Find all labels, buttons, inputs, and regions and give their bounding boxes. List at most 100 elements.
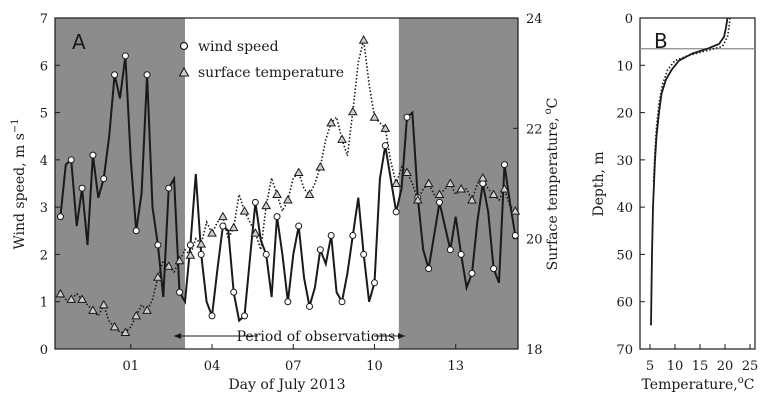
period-arrowhead-left xyxy=(174,333,181,339)
surface-temperature-point xyxy=(456,184,467,193)
surface-temperature-point xyxy=(163,261,174,270)
wind-speed-point xyxy=(306,302,314,310)
panel-b-letter: B xyxy=(654,29,668,53)
panel-b: 0 10 20 30 40 50 60 70 5 10 15 20 25 B Depth, m Temp… xyxy=(591,12,758,393)
surface-temperature-point xyxy=(250,228,261,237)
surface-temperature-point xyxy=(228,222,239,232)
wind-speed-point xyxy=(67,156,75,164)
y-axis-right-label: Surface temperature,oC xyxy=(543,98,561,271)
surface-temperature-point xyxy=(423,178,434,187)
depth-axis-label: Depth, m xyxy=(591,151,607,216)
legend-wind-marker xyxy=(179,41,189,51)
wind-speed-point xyxy=(219,222,227,230)
surface-temperature-point xyxy=(239,206,250,215)
panel-b-frame xyxy=(639,17,756,350)
wind-speed-point xyxy=(197,250,205,258)
wind-speed-point xyxy=(165,184,173,192)
shaded-region-1 xyxy=(398,18,518,349)
series-markers xyxy=(55,35,521,336)
depth-tick-label: 0 xyxy=(625,12,633,27)
surface-temperature-point xyxy=(293,167,304,176)
surface-temperature-point xyxy=(261,200,272,210)
x-tick-label: 04 xyxy=(204,359,221,374)
surface-temperature-point xyxy=(412,195,423,204)
legend-wind-label: wind speed xyxy=(198,39,279,55)
profile-lines xyxy=(650,17,731,326)
wind-speed-point xyxy=(230,288,238,296)
wind-speed-point xyxy=(316,246,324,254)
legend: wind speed surface temperature xyxy=(178,39,344,81)
wind-speed-point xyxy=(78,184,86,192)
y-left-tick-label: 3 xyxy=(40,201,48,216)
wind-speed-point xyxy=(143,71,151,79)
wind-speed-point xyxy=(511,232,519,240)
surface-temperature-point xyxy=(98,299,109,309)
x-tick-label: 10 xyxy=(366,359,383,374)
surface-temperature-point xyxy=(185,250,196,259)
wind-speed-point xyxy=(446,246,454,254)
surface-temperature-point xyxy=(207,228,217,237)
panel-a-frame xyxy=(54,17,519,350)
temperature-tick-label: 20 xyxy=(717,359,734,374)
surface-temperature-point xyxy=(77,294,87,303)
wind-speed-point xyxy=(392,208,400,216)
surface-temperature-point xyxy=(66,294,77,303)
surface-temperature-point xyxy=(477,172,488,182)
y-left-tick-label: 2 xyxy=(40,248,48,263)
surface-temperature-point xyxy=(174,255,185,265)
surface-temperature-point xyxy=(282,195,293,204)
wind-speed-point xyxy=(154,241,162,249)
shaded-regions xyxy=(55,18,518,349)
y-axis-left-label: Wind speed, m s−1 xyxy=(10,118,28,249)
x-tick-label: 13 xyxy=(447,359,464,374)
wind-speed-point xyxy=(186,241,194,249)
surface-temperature-point xyxy=(402,167,412,176)
wind-speed-point xyxy=(132,227,140,235)
wind-speed-point xyxy=(251,198,259,206)
wind-speed-point xyxy=(111,71,119,79)
surface-temperature-point xyxy=(467,195,477,204)
wind-speed-point xyxy=(338,298,346,306)
temperature-profile-solid xyxy=(650,17,729,326)
temperature-tick-label: 15 xyxy=(692,359,709,374)
wind-speed-point xyxy=(468,269,476,277)
wind-speed-point xyxy=(381,142,389,150)
surface-temperature-point xyxy=(510,206,521,215)
y-right-tick-label: 22 xyxy=(526,122,543,137)
surface-temperature-point xyxy=(196,239,207,248)
x-tick-label: 01 xyxy=(123,359,140,374)
wind-speed-point xyxy=(208,312,216,320)
wind-speed-point xyxy=(360,250,368,258)
temperature-tick-label: 5 xyxy=(646,359,654,374)
wind-speed-point xyxy=(262,250,270,258)
surface-temperature-point xyxy=(337,134,347,143)
wind-speed-point xyxy=(273,213,281,221)
wind-speed-point xyxy=(89,151,97,159)
period-arrowhead-right xyxy=(398,333,405,339)
period-label: Period of observations xyxy=(237,329,396,345)
depth-tick-label: 50 xyxy=(616,248,633,263)
wind-speed-point xyxy=(425,265,433,273)
surface-temperature-point xyxy=(304,189,315,199)
wind-speed-point xyxy=(457,250,465,258)
y-left-tick-label: 5 xyxy=(40,107,48,122)
surface-temperature-point xyxy=(499,184,510,193)
surface-temperature-point xyxy=(55,288,66,298)
depth-tick-label: 40 xyxy=(616,201,633,216)
y-left-tick-label: 7 xyxy=(40,12,48,27)
surface-temperature-point xyxy=(380,123,391,132)
surface-temperature-point xyxy=(218,211,228,221)
surface-temperature-point xyxy=(315,161,326,171)
panel-a-letter: A xyxy=(72,30,86,54)
surface-temperature-point xyxy=(272,189,282,199)
y-left-tick-label: 0 xyxy=(40,343,48,358)
shaded-region-0 xyxy=(55,18,185,349)
wind-speed-point xyxy=(403,113,411,121)
surface-temperature-point xyxy=(120,327,131,336)
depth-tick-label: 30 xyxy=(616,154,633,169)
axis-ticks-b: 0 10 20 30 40 50 60 70 5 10 15 20 25 xyxy=(616,12,758,374)
surface-temperature-point xyxy=(445,178,456,187)
surface-temperature-point xyxy=(488,189,499,199)
wind-speed-point xyxy=(435,198,443,206)
